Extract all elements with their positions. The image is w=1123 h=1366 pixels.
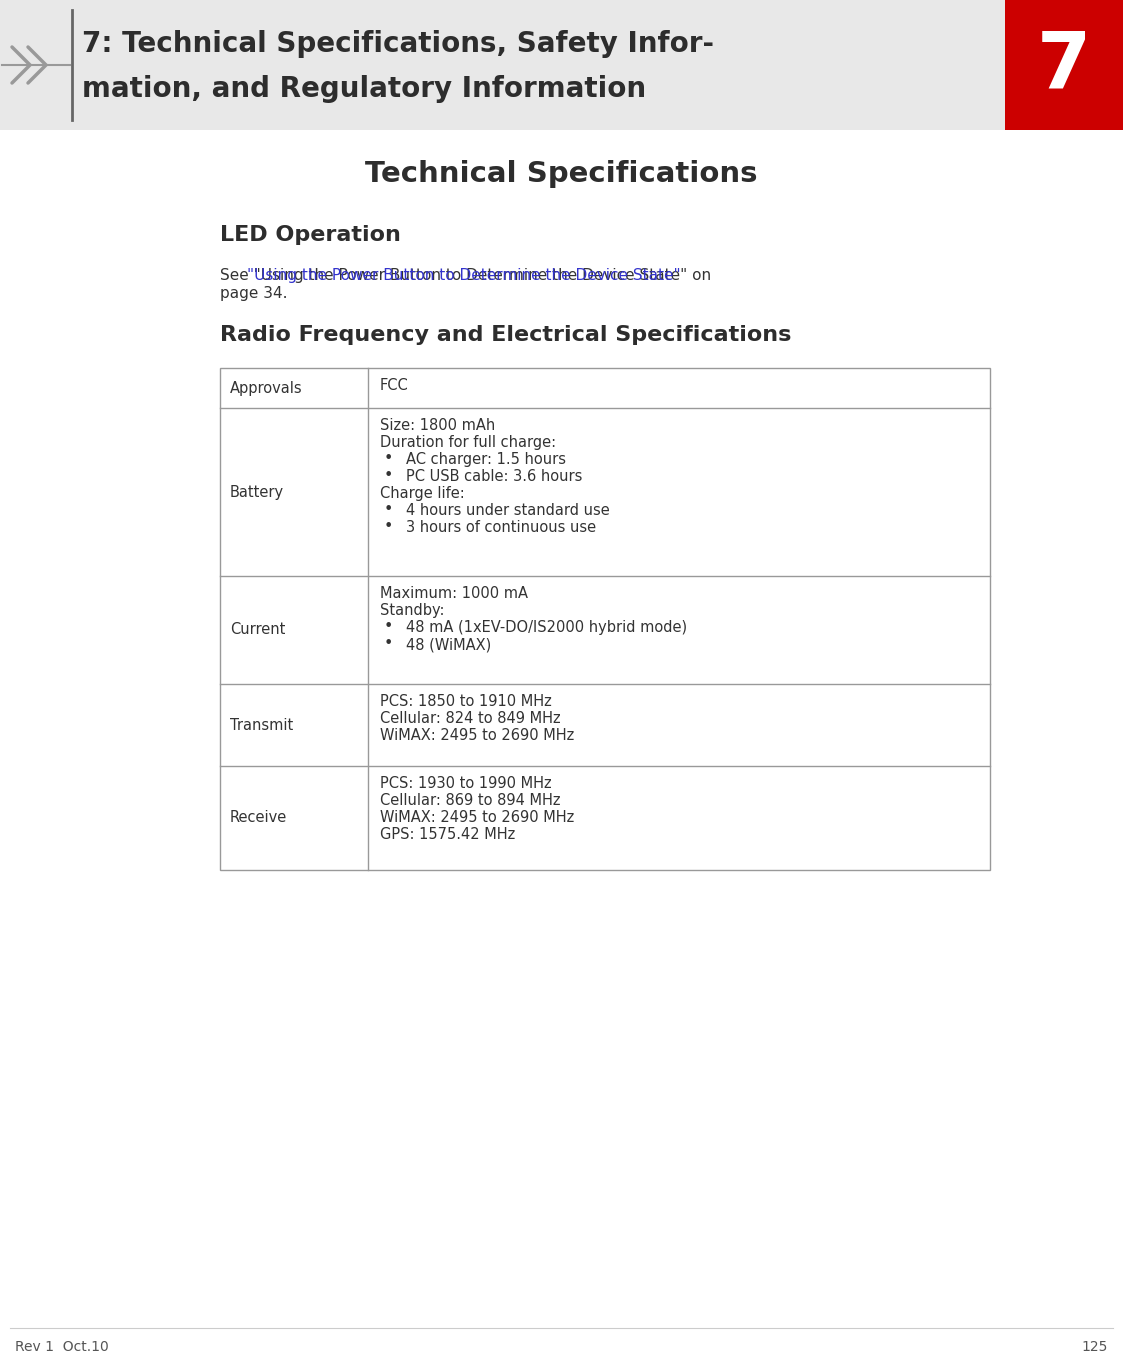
Text: 48 mA (1xEV-DO/IS2000 hybrid mode): 48 mA (1xEV-DO/IS2000 hybrid mode) [407, 620, 687, 635]
Text: Technical Specifications: Technical Specifications [365, 160, 758, 189]
Text: Receive: Receive [230, 810, 287, 825]
Text: 3 hours of continuous use: 3 hours of continuous use [407, 520, 596, 535]
Text: 4 hours under standard use: 4 hours under standard use [407, 503, 610, 518]
Text: •: • [383, 469, 393, 484]
Text: Battery: Battery [230, 485, 284, 500]
Text: PCS: 1930 to 1990 MHz: PCS: 1930 to 1990 MHz [380, 776, 551, 791]
Bar [1005, 0, 1123, 130]
Text: AC charger: 1.5 hours: AC charger: 1.5 hours [407, 452, 566, 467]
Text: See "Using the Power Button to Determine the Device State" on: See "Using the Power Button to Determine… [220, 268, 711, 283]
Text: Rev 1  Oct.10: Rev 1 Oct.10 [15, 1340, 109, 1354]
Text: 7: 7 [1037, 27, 1092, 102]
Text: •: • [383, 519, 393, 534]
Text: Radio Frequency and Electrical Specifications: Radio Frequency and Electrical Specifica… [220, 325, 792, 346]
Text: WiMAX: 2495 to 2690 MHz: WiMAX: 2495 to 2690 MHz [380, 810, 574, 825]
Text: GPS: 1575.42 MHz: GPS: 1575.42 MHz [380, 826, 515, 841]
Text: •: • [383, 619, 393, 634]
Text: 48 (WiMAX): 48 (WiMAX) [407, 637, 491, 652]
Bar [0, 0, 1005, 130]
Text: FCC: FCC [380, 378, 409, 393]
Text: Duration for full charge:: Duration for full charge: [380, 434, 556, 449]
Text: PC USB cable: 3.6 hours: PC USB cable: 3.6 hours [407, 469, 583, 484]
Text: Charge life:: Charge life: [380, 486, 465, 501]
Text: Cellular: 869 to 894 MHz: Cellular: 869 to 894 MHz [380, 794, 560, 809]
Text: Current: Current [230, 623, 285, 638]
Bar [220, 367, 990, 870]
Text: 7: Technical Specifications, Safety Infor-: 7: Technical Specifications, Safety Info… [82, 30, 714, 57]
Text: Standby:: Standby: [380, 602, 445, 617]
Text: Size: 1800 mAh: Size: 1800 mAh [380, 418, 495, 433]
Text: mation, and Regulatory Information: mation, and Regulatory Information [82, 75, 646, 102]
Text: Cellular: 824 to 849 MHz: Cellular: 824 to 849 MHz [380, 710, 560, 725]
Text: •: • [383, 637, 393, 652]
Text: Approvals: Approvals [230, 381, 302, 396]
Text: •: • [383, 503, 393, 518]
Text: LED Operation: LED Operation [220, 225, 401, 245]
Text: Maximum: 1000 mA: Maximum: 1000 mA [380, 586, 528, 601]
Text: page 34.: page 34. [220, 285, 287, 301]
Text: 125: 125 [1081, 1340, 1108, 1354]
Text: Transmit: Transmit [230, 717, 293, 732]
Text: •: • [383, 451, 393, 466]
Text: "Using the Power Button to Determine the Device State": "Using the Power Button to Determine the… [247, 268, 681, 283]
Text: WiMAX: 2495 to 2690 MHz: WiMAX: 2495 to 2690 MHz [380, 728, 574, 743]
Text: PCS: 1850 to 1910 MHz: PCS: 1850 to 1910 MHz [380, 694, 551, 709]
